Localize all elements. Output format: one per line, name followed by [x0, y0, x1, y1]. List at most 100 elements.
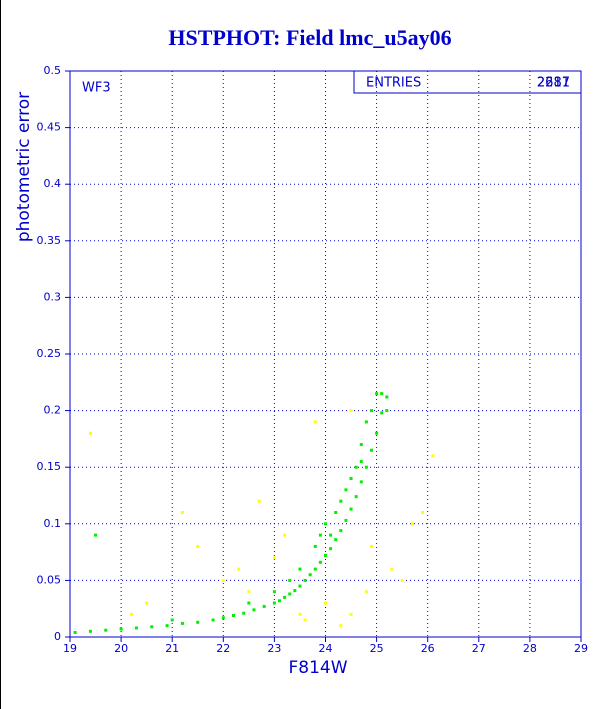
point	[94, 533, 98, 537]
point	[150, 625, 154, 629]
x-tick-label: 25	[370, 642, 384, 655]
point	[278, 599, 282, 603]
point	[334, 538, 338, 542]
y-tick-label: 0	[54, 630, 61, 643]
point	[257, 499, 261, 503]
point	[196, 544, 200, 548]
point	[283, 533, 287, 537]
point	[329, 547, 333, 551]
point	[359, 443, 363, 447]
stats-value: 2281	[537, 76, 570, 91]
stats-value: 2617	[537, 76, 570, 91]
point	[73, 630, 77, 634]
point	[410, 522, 414, 526]
point	[170, 618, 174, 622]
point	[339, 499, 343, 503]
x-tick-label: 21	[165, 642, 179, 655]
y-tick-label: 0.1	[44, 517, 62, 530]
point	[247, 601, 251, 605]
point	[329, 533, 333, 537]
point	[324, 522, 327, 526]
point	[375, 392, 379, 396]
y-tick-label: 0.4	[44, 177, 62, 190]
point	[349, 409, 353, 413]
point	[237, 567, 241, 571]
point	[272, 590, 276, 594]
point	[369, 544, 373, 548]
stats-label: ENTRIES	[366, 76, 421, 91]
point	[369, 448, 373, 452]
point	[354, 495, 358, 499]
point	[339, 529, 343, 533]
point	[303, 618, 307, 622]
point	[308, 573, 312, 577]
point	[339, 624, 343, 628]
x-tick-label: 28	[523, 642, 537, 655]
x-tick-label: 22	[216, 642, 230, 655]
point	[385, 409, 389, 413]
y-tick-label: 0.35	[37, 234, 62, 247]
point	[359, 460, 363, 464]
point	[145, 601, 149, 605]
point	[221, 578, 225, 582]
y-tick-label: 0.2	[44, 404, 62, 417]
point	[247, 590, 251, 594]
plot-frame	[69, 70, 582, 638]
point	[298, 567, 302, 571]
point	[364, 465, 368, 469]
point	[196, 620, 200, 624]
point	[344, 488, 348, 492]
point	[385, 395, 389, 399]
point	[272, 556, 276, 560]
point	[364, 420, 368, 424]
point	[221, 616, 225, 620]
point	[165, 624, 169, 628]
point	[334, 510, 338, 514]
point	[380, 411, 384, 415]
x-tick-label: 29	[574, 642, 588, 655]
point	[354, 465, 358, 469]
y-tick-label: 0.25	[37, 347, 62, 360]
point	[293, 589, 297, 593]
point	[134, 626, 138, 630]
point	[324, 601, 327, 605]
point	[211, 618, 215, 622]
point	[288, 578, 292, 582]
point	[298, 612, 302, 616]
point	[252, 608, 256, 612]
y-tick-label: 0.15	[37, 460, 62, 473]
point	[303, 578, 307, 582]
annotation: WF3	[82, 81, 111, 96]
point	[375, 431, 379, 435]
point	[298, 584, 302, 588]
point	[313, 567, 317, 571]
point	[359, 480, 363, 484]
point	[349, 612, 353, 616]
point	[390, 567, 394, 571]
point	[88, 629, 92, 633]
point	[349, 477, 353, 481]
x-tick-label: 26	[421, 642, 435, 655]
point	[288, 592, 292, 596]
point	[344, 518, 348, 522]
point	[262, 604, 266, 608]
point	[88, 431, 92, 435]
x-tick-label: 19	[63, 642, 77, 655]
point	[364, 590, 368, 594]
point	[318, 560, 322, 564]
point	[431, 454, 435, 458]
x-tick-label: 24	[319, 642, 333, 655]
point	[400, 578, 404, 582]
y-tick-label: 0.45	[37, 121, 62, 134]
x-tick-label: 20	[114, 642, 128, 655]
point	[232, 613, 236, 617]
point	[129, 612, 133, 616]
point	[242, 611, 246, 615]
point	[313, 420, 317, 424]
point	[283, 595, 287, 599]
x-tick-label: 23	[267, 642, 281, 655]
point	[180, 621, 184, 625]
point	[324, 553, 327, 557]
point	[313, 544, 317, 548]
